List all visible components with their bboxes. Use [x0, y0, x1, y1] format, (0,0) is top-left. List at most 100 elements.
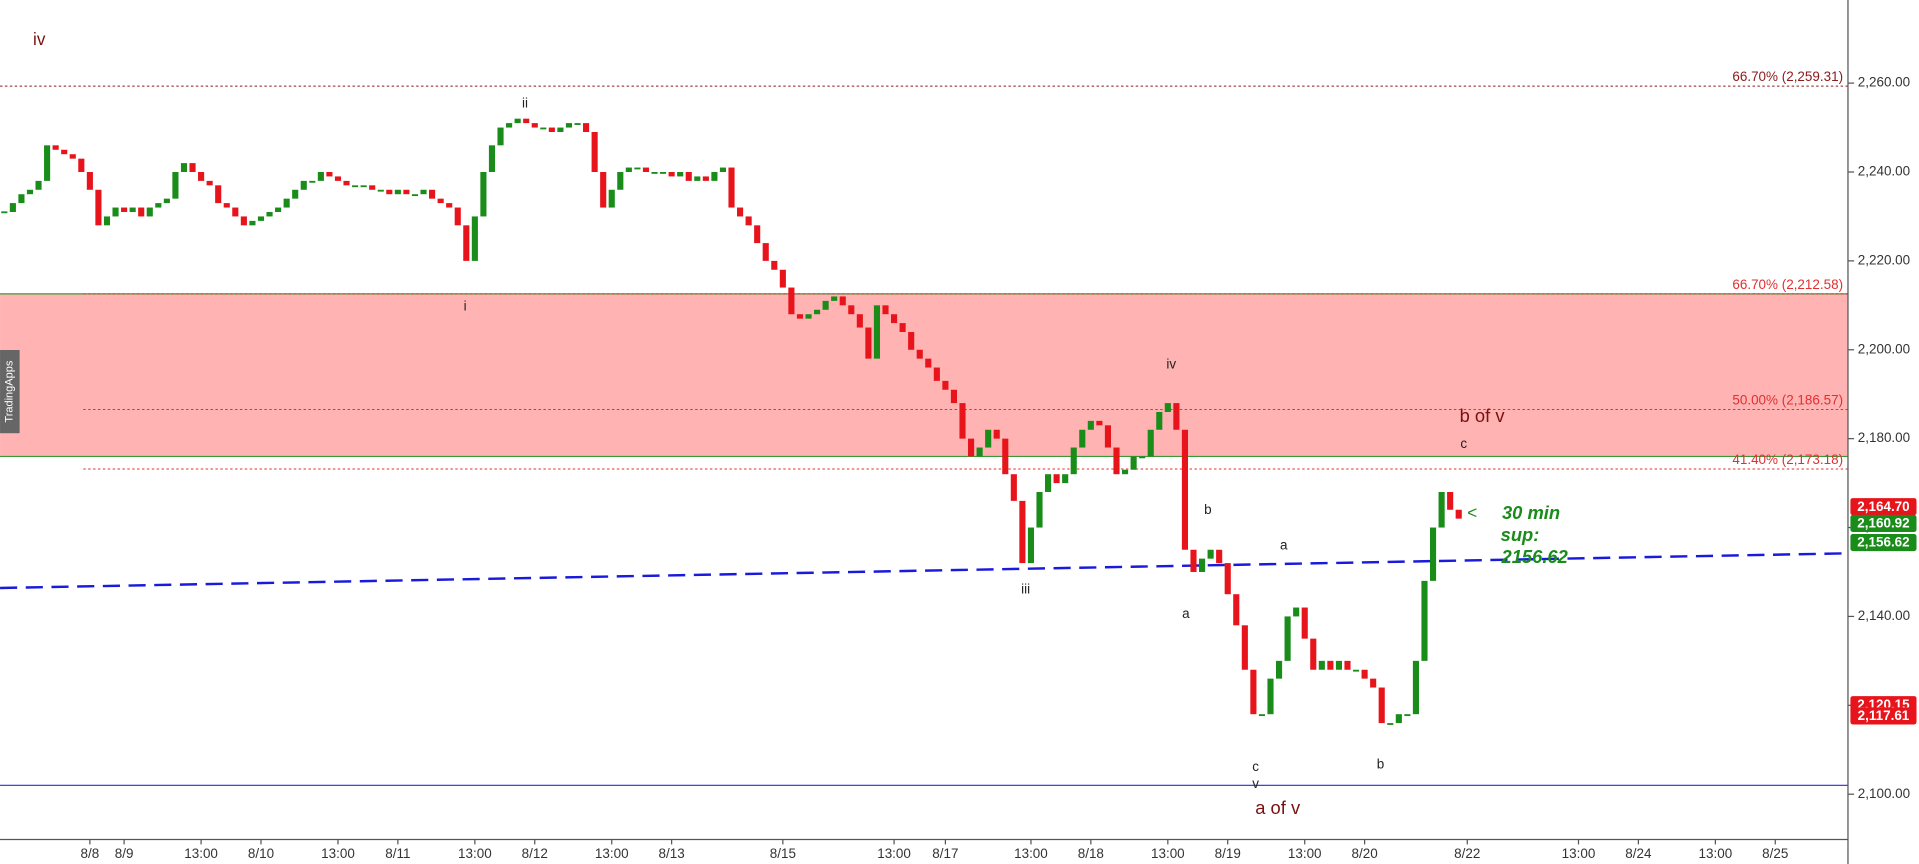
- price-bar: [429, 189, 436, 199]
- price-bar: [617, 171, 624, 190]
- price-bar: [882, 305, 889, 315]
- price-bar: [146, 207, 153, 217]
- price-bar: [1130, 456, 1137, 470]
- price-bar: [523, 118, 530, 124]
- price-bar: [1429, 527, 1437, 581]
- price-bar: [514, 118, 521, 124]
- price-bar: [1121, 469, 1129, 475]
- price-bar: [1198, 558, 1206, 572]
- price-bar: [1070, 447, 1077, 475]
- wave-label: b: [1204, 502, 1211, 517]
- price-tag-label: 2,156.62: [1857, 535, 1909, 550]
- x-tick-label: 13:00: [1562, 846, 1596, 861]
- price-bar: [1293, 607, 1300, 617]
- price-bar: [625, 167, 632, 172]
- price-bar: [1019, 500, 1026, 564]
- price-bar: [283, 198, 290, 208]
- price-bar: [942, 380, 949, 390]
- price-bar: [771, 260, 778, 270]
- price-bar: [993, 429, 1000, 439]
- price-tag-label: 2,117.61: [1858, 708, 1910, 723]
- x-tick-label: 8/25: [1762, 846, 1788, 861]
- price-tag-label: 2,160.92: [1857, 516, 1909, 531]
- resistance-zone: [0, 293, 1848, 457]
- price-bar: [796, 314, 804, 319]
- price-bar: [1053, 474, 1060, 484]
- price-bar: [719, 167, 727, 172]
- price-bar: [360, 185, 367, 188]
- price-bar: [737, 207, 744, 217]
- price-bar: [454, 207, 461, 226]
- price-bar: [446, 203, 453, 208]
- price-bar: [275, 207, 282, 212]
- x-tick-label: 8/24: [1625, 846, 1652, 861]
- price-bar: [1352, 669, 1360, 672]
- price-bar: [950, 389, 958, 404]
- price-bar: [352, 185, 359, 188]
- price-bar: [591, 131, 598, 172]
- wave-label: 2156.62: [1501, 546, 1569, 567]
- price-bar: [548, 127, 555, 132]
- price-bar: [1404, 714, 1411, 717]
- price-bar: [745, 216, 752, 226]
- wave-label: b of v: [1460, 405, 1506, 426]
- wave-label: ii: [522, 96, 528, 111]
- x-tick-label: 13:00: [321, 846, 355, 861]
- x-tick-label: 8/20: [1352, 846, 1378, 861]
- wave-label: a: [1182, 606, 1190, 621]
- wave-label: iv: [1166, 356, 1176, 371]
- price-bar: [112, 207, 119, 217]
- price-bar: [642, 167, 650, 172]
- price-bar: [69, 154, 76, 159]
- x-tick-label: 8/17: [932, 846, 958, 861]
- wave-label: i: [464, 299, 467, 314]
- price-bar: [1104, 425, 1112, 448]
- x-tick-label: 13:00: [595, 846, 629, 861]
- price-bar: [1335, 660, 1342, 670]
- price-bar: [1421, 580, 1428, 661]
- side-tab-label: TradingApps: [4, 360, 16, 422]
- price-bar: [103, 216, 111, 226]
- price-bar: [1370, 678, 1377, 688]
- price-bar: [480, 171, 487, 217]
- x-tick-label: 8/13: [659, 846, 685, 861]
- price-bar: [189, 163, 196, 172]
- price-bar: [506, 123, 513, 128]
- y-tick-label: 2,240.00: [1858, 164, 1910, 179]
- price-bar: [1412, 660, 1419, 715]
- price-bar: [223, 203, 230, 208]
- wave-label: 30 min: [1502, 502, 1560, 523]
- price-bar: [18, 194, 25, 204]
- price-bar: [1216, 549, 1223, 564]
- price-bar: [1045, 474, 1052, 492]
- price-bar: [908, 331, 915, 350]
- x-tick-label: 8/19: [1215, 846, 1241, 861]
- price-bar: [839, 296, 846, 306]
- price-bar: [1002, 438, 1009, 475]
- price-bar: [129, 207, 136, 212]
- price-bar: [805, 314, 812, 319]
- price-bar: [1164, 403, 1171, 412]
- x-tick-label: 8/22: [1454, 846, 1480, 861]
- price-bar: [1173, 403, 1180, 430]
- price-bar: [437, 198, 444, 204]
- price-bar: [1027, 527, 1035, 564]
- x-tick-label: 8/10: [248, 846, 274, 861]
- price-bar: [1344, 660, 1351, 670]
- price-bar: [138, 207, 145, 217]
- price-bar: [1079, 429, 1086, 448]
- price-bar: [1250, 669, 1257, 715]
- price-bar: [343, 180, 350, 186]
- price-bar: [608, 189, 615, 208]
- price-bar: [95, 189, 102, 226]
- price-bar: [240, 216, 247, 226]
- price-bar: [711, 171, 718, 181]
- price-bar: [1327, 660, 1334, 670]
- price-bar: [1, 211, 8, 214]
- price-bar: [1096, 420, 1103, 426]
- price-bar: [172, 171, 179, 199]
- price-bar: [420, 189, 427, 195]
- price-bar: [386, 189, 393, 195]
